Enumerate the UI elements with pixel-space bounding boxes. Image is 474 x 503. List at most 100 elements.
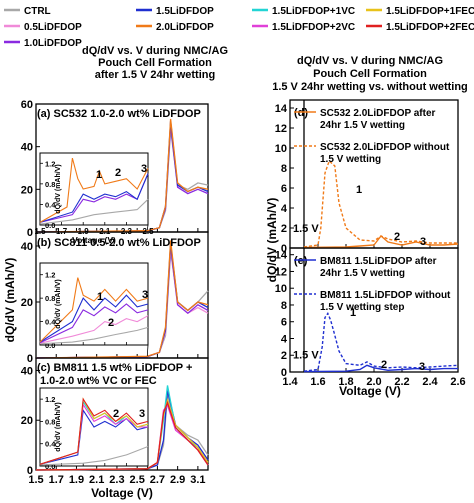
panel_c-inset-ytick-label: 0.8 [45,417,55,426]
panel_b-inset-series-line [39,277,149,343]
panel_a-inset-connector [146,224,149,231]
panel_a-inset-series-line [39,173,149,223]
panel_d-ytick-label: 4 [281,203,288,215]
inset-a-xlabel: Voltage (V) [72,235,116,245]
panel_e-tag: (e) [294,255,308,267]
panel_b-series-line [35,240,209,359]
right-title-line1: dQ/dV vs. V during NMC/AG [297,55,443,67]
panel_c-inset-ytick-label: 0.4 [45,440,56,449]
panel_e-ytick-label: 14 [275,250,288,262]
panel_e-ytick-label: 6 [281,317,287,329]
panel_d-ytick-label: 0 [281,243,287,255]
panel_e-ytick-label: 2 [281,350,287,362]
panel_d-peak-1: 1 [356,184,362,196]
right-xtick-label: 2.4 [422,376,438,388]
panel_e-ytick-label: 8 [281,300,287,312]
panel_a-inset-series-line [39,157,149,223]
panel_c-inset-series-line [39,445,149,466]
panel_d-series-line [303,234,459,249]
panel_b-inset-series-line [39,303,149,344]
left-xtick-label: 1.5 [28,474,43,486]
panel_a-inset-ytick-label: 1.2 [45,159,55,168]
panel_b-inset-ytick-label: 0.4 [45,318,56,327]
panel_c-inset-ylabel: dQ/dV (mAh/V) [55,402,62,451]
panel_a-inset-ylabel: dQ/dV (mAh/V) [55,164,62,213]
panel_e-series-line [303,311,459,372]
legend-label: 1.5LiDFDOP [156,6,214,17]
legend-label: 0.5LiDFDOP [24,22,82,33]
legend-label: 1.5LiDFDOP+1VC [272,6,355,17]
legend-label: 1.0LiDFDOP [24,38,82,49]
legend-label: 2.0LiDFDOP [156,22,214,33]
left-xlabel: Voltage (V) [91,486,153,500]
marker-b-3: 3 [142,289,148,301]
right-xtick-label: 1.8 [338,376,353,388]
panel-b-title: (b) SC811 0.5-2.0 wt% LiDFDOP [37,237,201,249]
left-xtick-label: 2.3 [109,474,124,486]
left-xtick-label: 2.5 [130,474,145,486]
panel_a-series-line [35,118,209,233]
panel_b-inset-series-line [39,294,149,343]
left-xtick-label: 2.7 [150,474,165,486]
panel_b-inset-ytick-label: 0.8 [45,294,55,303]
panel_c-inset-connector [146,465,149,469]
panel_e-vline-label: 1.5 V [293,350,319,362]
panel_b-inset-ytick-label: 1.2 [45,271,55,280]
legend-label: CTRL [24,6,51,17]
right-ylabel: dQ/dV (mAh/V) [265,198,279,283]
left-xtick-label: 1.7 [49,474,64,486]
legend-label: 1.5LiDFDOP+2VC [272,22,355,33]
panel_b-ytick-label: 20 [21,297,33,309]
marker-c-3: 3 [139,408,145,420]
panel_a-inset-series-line [39,198,149,225]
panel_c-frame [35,357,209,471]
panel_d-ytick-label: 12 [275,123,287,135]
left-xtick-label: 2.9 [170,474,185,486]
right-xtick-label: 2.2 [394,376,409,388]
panel_c-inset-series-line [39,397,149,465]
panel_d-peak-2: 2 [394,231,400,243]
left-title-line3: after 1.5 V 24hr wetting [95,69,215,81]
panel_d-legend1-line2: 24hr 1.5 V wetting [320,120,405,131]
panel_d-ytick-label: 6 [281,183,287,195]
panel_b-ytick-label: 40 [21,241,33,253]
panel_b-inset-series-line [39,326,149,345]
legend: CTRL 1.5LiDFDOP 1.5LiDFDOP+1VC 1.5LiDFDOP+1… [4,6,474,49]
right-xtick-label: 1.6 [310,376,325,388]
panel_a-inset-ytick-label: 0.8 [45,180,55,189]
left-title-line1: dQ/dV vs. V during NMC/AG [82,45,228,57]
panel_b-inset-series-line [39,315,149,344]
panel_e-peak-3: 3 [419,361,425,373]
panel_d-series-line [303,159,458,248]
panel_d-vline-label: 1.5 V [293,223,319,235]
panel_a-inset-series-line [39,173,149,223]
panel_d-ytick-label: 2 [281,223,287,235]
right-xtick-label: 1.4 [282,376,298,388]
panel-c-title2: 1.0-2.0 wt% VC or FEC [40,375,157,387]
panel-a-title: (a) SC532 1.0-2.0 wt% LiDFDOP [37,108,201,120]
panel_b-inset-connector [146,344,149,357]
marker-a-1: 1 [96,169,102,181]
panel_e-peak-2: 2 [381,359,387,371]
legend-label: 1.5LiDFDOP+2FEC [386,22,474,33]
marker-a-2: 2 [115,167,121,179]
panel_e-legend2-line2: 1.5 V wetting step [320,302,404,313]
panel_b-ytick-label: 0 [27,353,33,365]
panel_c-inset-ytick-label: 0.0 [45,462,55,471]
panel_a-inset-frame [39,152,149,226]
panel_a-inset-ytick-label: 0.0 [45,221,55,230]
panel_c-inset-ytick-label: 1.2 [45,395,55,404]
panel_c-ytick-label: 40 [21,365,33,377]
panel_a-ytick-label: 60 [21,99,33,111]
left-xtick-label: 1.9 [69,474,84,486]
panel_a-inset-ytick-label: 0.4 [45,200,56,209]
left-title-line2: Pouch Cell Formation [98,57,212,69]
right-xtick-label: 2.6 [450,376,465,388]
panel_d-legend2-line2: 1.5 V wetting [320,154,381,165]
panel_e-ytick-label: 10 [275,283,287,295]
panel_e-peak-1: 1 [350,307,356,319]
marker-b-2: 2 [108,317,114,329]
panel_e-ytick-label: 0 [281,367,287,379]
